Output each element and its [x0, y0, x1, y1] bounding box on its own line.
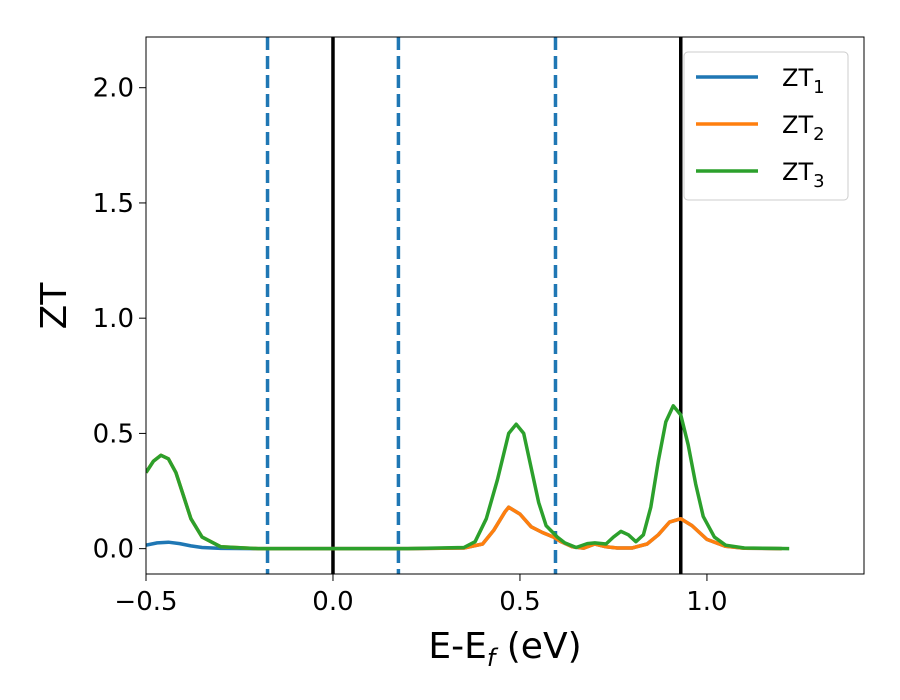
- x-tick-label: 0.0: [312, 587, 353, 617]
- x-tick-label: −0.5: [114, 587, 177, 617]
- x-tick-label: 0.5: [499, 587, 540, 617]
- y-tick-label: 1.5: [93, 189, 134, 219]
- reference-lines: [265, 37, 683, 574]
- x-axis: −0.5 0.0 0.5 1.0: [114, 574, 728, 617]
- legend-frame: [683, 51, 849, 201]
- y-axis: 0.0 0.5 1.0 1.5 2.0: [93, 74, 146, 565]
- y-tick-label: 0.0: [93, 535, 134, 565]
- series-layer: [146, 404, 790, 551]
- x-axis-label: E-Ef (eV): [428, 626, 581, 672]
- y-tick-label: 0.5: [93, 419, 134, 449]
- x-tick-label: 1.0: [686, 587, 727, 617]
- y-axis-label: ZT: [34, 282, 75, 330]
- series-line-1: [146, 505, 782, 551]
- series-line-3: [146, 404, 790, 551]
- series-line-2: [146, 453, 782, 551]
- y-tick-label: 2.0: [93, 74, 134, 104]
- plot-frame: [145, 36, 865, 575]
- y-tick-label: 1.0: [93, 304, 134, 334]
